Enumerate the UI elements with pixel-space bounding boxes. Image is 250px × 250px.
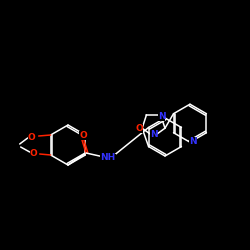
Text: O: O [135,124,143,133]
Text: O: O [79,130,87,140]
Text: N: N [158,112,166,121]
Text: O: O [28,134,36,142]
Text: N: N [150,130,157,139]
Text: NH: NH [100,154,116,162]
Text: N: N [189,137,197,146]
Text: O: O [30,148,38,158]
